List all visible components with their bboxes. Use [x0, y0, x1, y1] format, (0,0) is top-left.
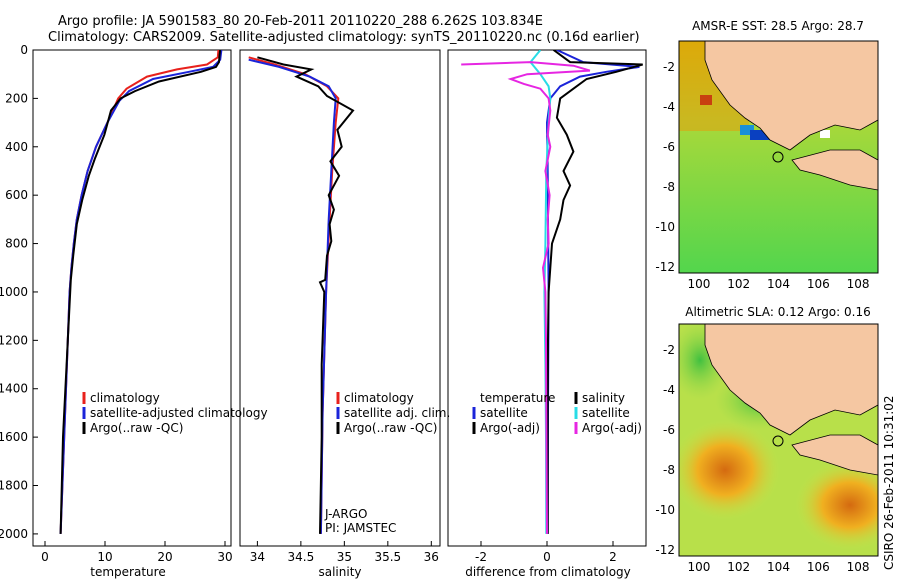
legend-entry: Argo(..raw -QC) [90, 421, 183, 435]
y-tick-label: 600 [5, 188, 28, 202]
legend-entry: Argo(..raw -QC) [344, 421, 437, 435]
map-x-tick-label: 106 [807, 560, 830, 574]
map-y-tick-label: -8 [663, 180, 675, 194]
map-x-tick-label: 100 [687, 277, 710, 291]
figure-subtitle: Climatology: CARS2009. Satellite-adjuste… [48, 30, 640, 45]
map-x-tick-label: 104 [767, 277, 790, 291]
series-line-satellite-adjusted-climatology [59, 50, 223, 534]
x-tick-label: 20 [157, 550, 172, 564]
legend-entry: satellite [480, 406, 528, 420]
x-tick-label: 36 [424, 550, 439, 564]
map-x-tick-label: 102 [727, 560, 750, 574]
sla-map-title: Altimetric SLA: 0.12 Argo: 0.16 [685, 305, 870, 319]
x-tick-label: 10 [97, 550, 112, 564]
map-y-tick-label: -4 [663, 383, 675, 397]
y-tick-label: 0 [20, 43, 28, 57]
credit-label: CSIRO 26-Feb-2011 10:31:02 [882, 395, 896, 570]
series-line-salinity-argo-adj- [461, 61, 591, 534]
legend-entry: salinity [582, 391, 625, 405]
sla-map-frame [678, 323, 879, 557]
legend-entry: temperature [480, 391, 555, 405]
legend-entry: Argo(-adj) [480, 421, 540, 435]
figure-title: Argo profile: JA 5901583_80 20-Feb-2011 … [58, 14, 543, 29]
y-tick-label: 400 [5, 140, 28, 154]
x-tick-label: 35.5 [374, 550, 401, 564]
salinity-annotation-jargo: J-ARGO [324, 507, 367, 521]
x-tick-label: 34 [250, 550, 265, 564]
salinity-axis-label: salinity [318, 565, 361, 579]
map-y-tick-label: -10 [655, 220, 675, 234]
legend-entry: satellite adj. clim. [344, 406, 450, 420]
map-x-tick-label: 108 [847, 277, 870, 291]
map-x-tick-label: 100 [687, 560, 710, 574]
x-tick-label: 30 [217, 550, 232, 564]
series-line-argo-raw-qc- [59, 50, 222, 534]
map-y-tick-label: -6 [663, 423, 675, 437]
map-y-tick-label: -10 [655, 503, 675, 517]
argo-location-marker-sla [772, 435, 784, 447]
legend-entry: climatology [344, 391, 414, 405]
map-y-tick-label: -8 [663, 463, 675, 477]
y-tick-label: 1200 [0, 333, 28, 347]
legend-entry: Argo(-adj) [582, 421, 642, 435]
x-tick-label: 34.5 [288, 550, 315, 564]
x-tick-label: 0 [41, 550, 49, 564]
salinity-panel [239, 49, 441, 547]
y-tick-label: 1600 [0, 430, 28, 444]
series-line-climatology [59, 50, 220, 534]
legend-entry: climatology [90, 391, 160, 405]
x-tick-label: 35 [337, 550, 352, 564]
series-line-temperature-argo-adj- [546, 50, 643, 534]
sla-map [679, 324, 878, 556]
y-tick-label: 200 [5, 91, 28, 105]
map-y-tick-label: -12 [655, 260, 675, 274]
sst-map-title: AMSR-E SST: 28.5 Argo: 28.7 [692, 19, 864, 33]
y-tick-label: 1400 [0, 382, 28, 396]
map-x-tick-label: 106 [807, 277, 830, 291]
temperature-panel [32, 49, 232, 547]
x-tick-label: 2 [609, 550, 617, 564]
series-line-satellite-adj-clim- [248, 58, 337, 534]
map-y-tick-label: -6 [663, 140, 675, 154]
map-y-tick-label: -2 [663, 60, 675, 74]
y-tick-label: 1800 [0, 479, 28, 493]
sst-map-frame [678, 40, 879, 274]
x-tick-label: 0 [543, 550, 551, 564]
map-y-tick-label: -2 [663, 343, 675, 357]
temperature-axis-label: temperature [90, 565, 165, 579]
map-x-tick-label: 108 [847, 560, 870, 574]
map-y-tick-label: -12 [655, 543, 675, 557]
x-tick-label: -2 [475, 550, 487, 564]
y-tick-label: 1000 [0, 285, 28, 299]
map-x-tick-label: 102 [727, 277, 750, 291]
y-tick-label: 800 [5, 237, 28, 251]
map-y-tick-label: -4 [663, 100, 675, 114]
difference-axis-label: difference from climatology [465, 565, 631, 579]
series-line-argo-raw-qc- [257, 56, 355, 534]
y-tick-label: 2000 [0, 527, 28, 541]
legend-entry: satellite-adjusted climatology [90, 406, 268, 420]
argo-location-marker [772, 151, 784, 163]
salinity-annotation-pi: PI: JAMSTEC [325, 521, 396, 535]
legend-entry: satellite [582, 406, 630, 420]
sst-map [679, 41, 878, 273]
map-x-tick-label: 104 [767, 560, 790, 574]
